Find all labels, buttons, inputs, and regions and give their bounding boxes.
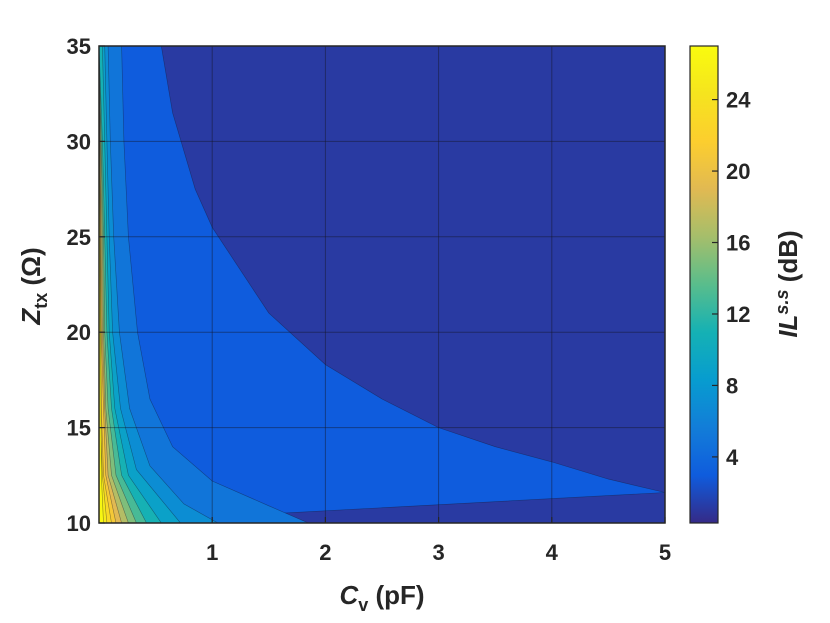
- y-axis-label-unit: (Ω): [16, 247, 46, 292]
- y-axis-label-sub: tx: [31, 293, 51, 309]
- contour-bands: [99, 46, 665, 523]
- colorbar-ticks: 4 8 12 16 20 24: [712, 88, 751, 470]
- colorbar-label-unit: (dB): [773, 230, 803, 289]
- x-tick-label: 2: [319, 540, 331, 565]
- plot-area: [99, 46, 665, 523]
- y-tick-label: 20: [67, 320, 91, 345]
- contour-band-4: [99, 46, 309, 523]
- colorbar: 4 8 12 16 20 24: [689, 45, 751, 524]
- y-tick-label: 35: [67, 34, 91, 59]
- x-tick-label: 5: [659, 540, 671, 565]
- x-tick-label: 4: [546, 540, 559, 565]
- colorbar-label-main: IL: [773, 315, 803, 338]
- colorbar-body: [689, 45, 719, 524]
- contour-band-8: [99, 46, 181, 523]
- colorbar-label-sup: s.s: [772, 290, 792, 315]
- grid-lines: [99, 46, 665, 523]
- y-tick-label: 30: [67, 129, 91, 154]
- y-tick-label: 15: [67, 416, 91, 441]
- y-axis-label-main: Z: [16, 308, 46, 326]
- contour-band-2: [99, 46, 665, 523]
- contour-band-6: [99, 46, 219, 523]
- colorbar-tick-label: 4: [726, 445, 739, 470]
- x-axis-label-unit: (pF): [368, 580, 424, 610]
- x-axis-label-main: C: [339, 580, 359, 610]
- colorbar-tick-label: 16: [726, 231, 750, 256]
- y-axis-label: Ztx (Ω): [16, 247, 51, 325]
- colorbar-tick-label: 20: [726, 159, 750, 184]
- x-axis-label: Cv (pF): [339, 580, 424, 615]
- plot-frame: [98, 45, 666, 524]
- x-axis-label-sub: v: [358, 595, 368, 615]
- colorbar-tick-label: 8: [726, 373, 738, 398]
- y-axis-ticks: 10 15 20 25 30 35: [67, 34, 105, 536]
- x-tick-label: 3: [432, 540, 444, 565]
- contour-band-12: [99, 46, 147, 523]
- y-tick-label: 10: [67, 511, 91, 536]
- colorbar-label: ILs.s (dB): [772, 230, 803, 337]
- y-tick-label: 25: [67, 225, 91, 250]
- x-tick-label: 1: [206, 540, 218, 565]
- colorbar-tick-label: 24: [726, 88, 751, 113]
- x-axis-ticks: 1 2 3 4 5: [206, 517, 671, 565]
- colorbar-tick-label: 12: [726, 302, 750, 327]
